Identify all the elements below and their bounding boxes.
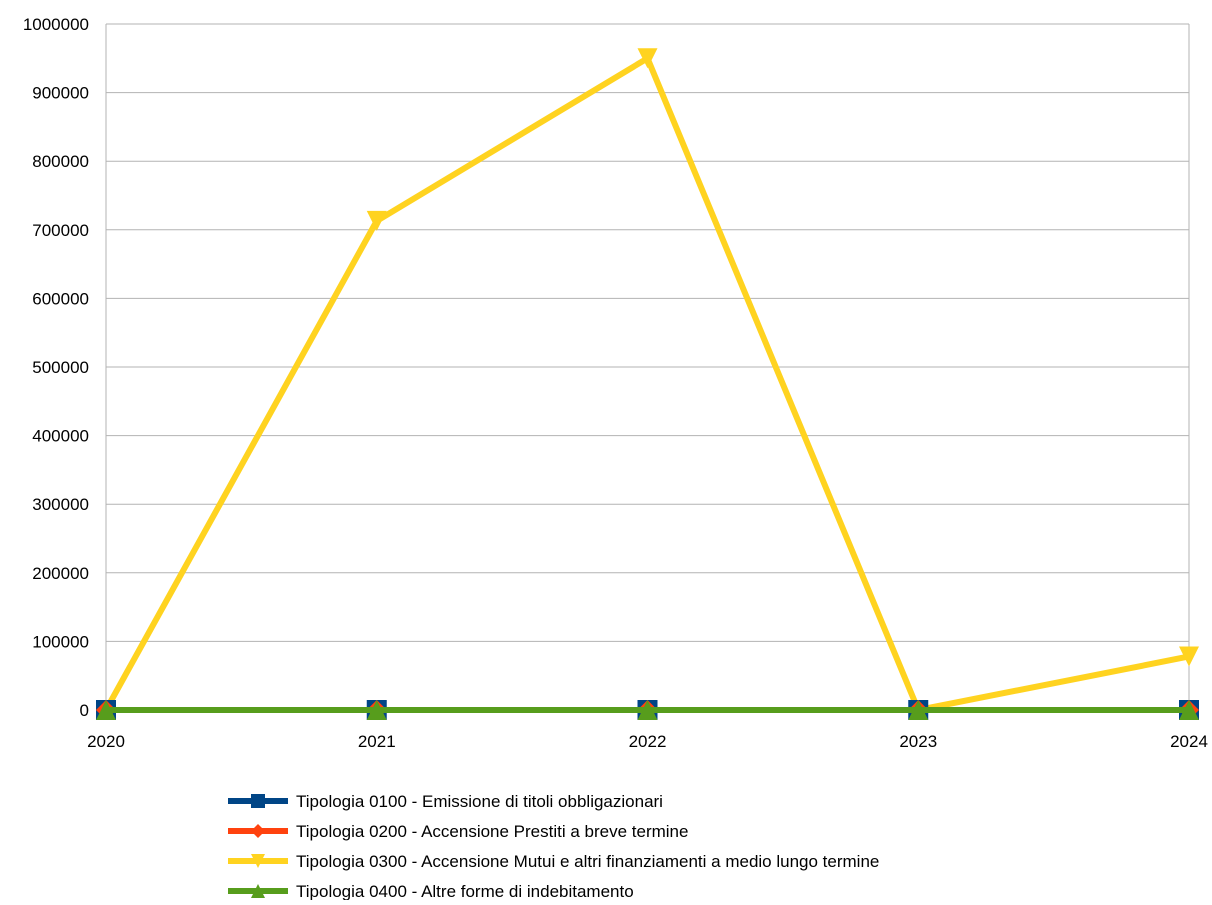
x-tick-labels: 2020 2021 2022 2023 2024 [87, 732, 1208, 751]
data-point [1179, 646, 1199, 667]
data-point [366, 700, 387, 720]
data-point [908, 700, 929, 720]
data-point [637, 48, 658, 69]
y-tick-label: 700000 [32, 221, 89, 240]
legend-entry-3: Tipologia 0300 - Accensione Mutui e altr… [228, 852, 879, 871]
y-tick-label: 0 [80, 701, 89, 720]
legend-entry-1: Tipologia 0100 - Emissione di titoli obb… [228, 792, 663, 811]
legend-label: Tipologia 0200 - Accensione Prestiti a b… [296, 822, 688, 841]
legend-label: Tipologia 0300 - Accensione Mutui e altr… [296, 852, 879, 871]
legend-label: Tipologia 0400 - Altre forme di indebita… [296, 882, 634, 900]
series-4 [96, 700, 1199, 720]
y-tick-labels: 0 100000 200000 300000 400000 500000 600000 700… [23, 15, 89, 720]
legend-marker [251, 884, 265, 898]
y-tick-label: 500000 [32, 358, 89, 377]
y-tick-label: 400000 [32, 427, 89, 446]
y-tick-label: 200000 [32, 564, 89, 583]
x-tick-label: 2022 [629, 732, 667, 751]
x-tick-label: 2023 [899, 732, 937, 751]
y-tick-label: 300000 [32, 495, 89, 514]
series-lines [96, 48, 1199, 720]
legend-label: Tipologia 0100 - Emissione di titoli obb… [296, 792, 663, 811]
x-tick-label: 2020 [87, 732, 125, 751]
gridlines [106, 23, 1189, 711]
data-point [1179, 700, 1199, 720]
y-tick-label: 800000 [32, 152, 89, 171]
legend-entry-2: Tipologia 0200 - Accensione Prestiti a b… [228, 822, 688, 841]
legend-marker [251, 854, 265, 868]
legend-entry-4: Tipologia 0400 - Altre forme di indebita… [228, 882, 634, 901]
y-tick-label: 900000 [32, 84, 89, 103]
y-tick-label: 1000000 [23, 15, 89, 34]
series-line [103, 55, 1190, 713]
legend-marker [251, 824, 265, 838]
legend-marker [251, 794, 265, 808]
data-point [366, 210, 387, 231]
x-tick-label: 2024 [1170, 732, 1208, 751]
data-point [637, 700, 658, 720]
data-point [96, 700, 116, 720]
x-tick-label: 2021 [358, 732, 396, 751]
legend: Tipologia 0100 - Emissione di titoli obb… [228, 792, 879, 901]
y-tick-label: 600000 [32, 289, 89, 308]
series-3 [96, 48, 1199, 720]
y-tick-label: 100000 [32, 632, 89, 651]
